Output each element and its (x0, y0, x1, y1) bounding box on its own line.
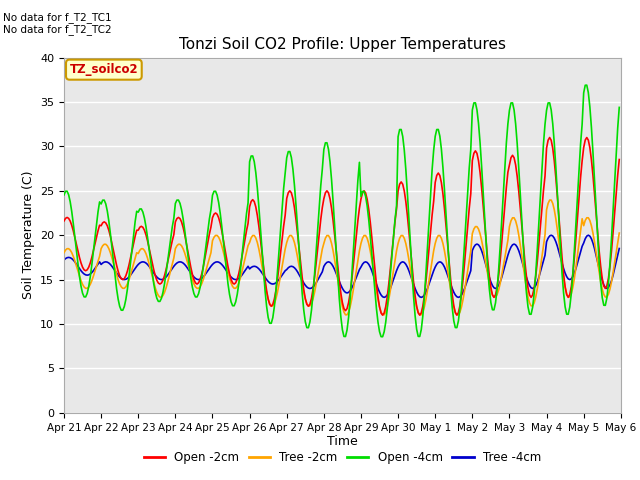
Text: TZ_soilco2: TZ_soilco2 (70, 63, 138, 76)
Legend: Open -2cm, Tree -2cm, Open -4cm, Tree -4cm: Open -2cm, Tree -2cm, Open -4cm, Tree -4… (139, 446, 546, 469)
Y-axis label: Soil Temperature (C): Soil Temperature (C) (22, 171, 35, 300)
X-axis label: Time: Time (327, 435, 358, 448)
Text: No data for f_T2_TC2: No data for f_T2_TC2 (3, 24, 112, 35)
Title: Tonzi Soil CO2 Profile: Upper Temperatures: Tonzi Soil CO2 Profile: Upper Temperatur… (179, 37, 506, 52)
Text: No data for f_T2_TC1: No data for f_T2_TC1 (3, 12, 112, 23)
